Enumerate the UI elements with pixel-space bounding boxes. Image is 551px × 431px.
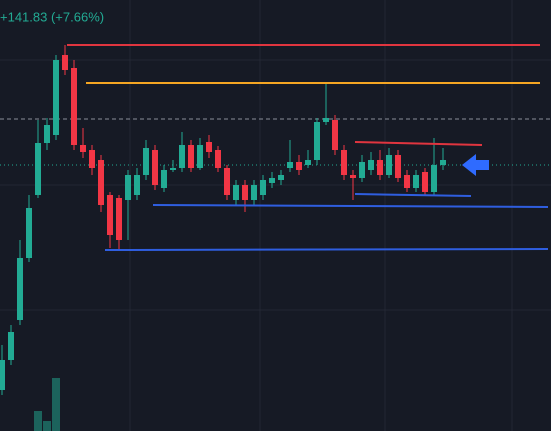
volume-bar bbox=[52, 378, 60, 431]
candle-body bbox=[368, 160, 374, 170]
candle-body bbox=[233, 185, 239, 200]
candle-body bbox=[53, 60, 59, 135]
candle-body bbox=[413, 175, 419, 188]
drawings bbox=[67, 44, 549, 251]
support-line bbox=[354, 193, 472, 197]
support-line bbox=[104, 248, 549, 251]
candle-body bbox=[440, 160, 446, 165]
candle-body bbox=[0, 360, 5, 390]
candle-body bbox=[35, 143, 41, 195]
candle-body bbox=[323, 118, 329, 122]
candle-body bbox=[143, 148, 149, 175]
candle-body bbox=[170, 168, 176, 170]
arrow bbox=[462, 154, 489, 176]
candle-body bbox=[98, 160, 104, 205]
candle-body bbox=[341, 150, 347, 175]
candle-body bbox=[89, 150, 95, 168]
volume-layer bbox=[34, 378, 60, 431]
candle-body bbox=[44, 125, 50, 143]
candle-body bbox=[314, 122, 320, 160]
candle-body bbox=[80, 145, 86, 152]
candle-body bbox=[8, 332, 14, 360]
candles bbox=[0, 45, 446, 395]
candle-body bbox=[350, 175, 356, 178]
candle-body bbox=[395, 155, 401, 178]
candle-body bbox=[188, 145, 194, 168]
candle-body bbox=[71, 68, 77, 145]
candle-body bbox=[206, 142, 212, 152]
candle-body bbox=[287, 162, 293, 168]
candle-body bbox=[431, 165, 437, 192]
candle-body bbox=[296, 162, 302, 170]
candle-body bbox=[17, 258, 23, 320]
candle-body bbox=[116, 198, 122, 240]
candle-body bbox=[332, 120, 338, 150]
volume-bar bbox=[34, 411, 42, 431]
candle-body bbox=[215, 150, 221, 168]
candle-body bbox=[125, 175, 131, 200]
candle-body bbox=[386, 155, 392, 175]
support-line bbox=[152, 204, 549, 208]
candle-body bbox=[242, 185, 248, 200]
candle-body bbox=[152, 150, 158, 185]
volume-bar bbox=[43, 421, 51, 431]
candle-body bbox=[224, 168, 230, 195]
candle-body bbox=[377, 160, 383, 175]
price-change: +141.83 (+7.66%) bbox=[0, 9, 104, 24]
candle-body bbox=[179, 145, 185, 168]
candle-body bbox=[260, 180, 266, 195]
trend-line bbox=[354, 141, 483, 146]
candle-body bbox=[161, 170, 167, 188]
candle-body bbox=[422, 172, 428, 192]
candle-body bbox=[251, 185, 257, 200]
candle-body bbox=[278, 175, 284, 180]
candle-body bbox=[404, 175, 410, 188]
candle-body bbox=[359, 162, 365, 178]
candle-body bbox=[26, 208, 32, 258]
candle-body bbox=[197, 145, 203, 168]
candle-body bbox=[134, 175, 140, 195]
candle-body bbox=[62, 55, 68, 70]
candle-body bbox=[107, 195, 113, 235]
candle-body bbox=[269, 178, 275, 183]
candle-body bbox=[305, 160, 311, 165]
